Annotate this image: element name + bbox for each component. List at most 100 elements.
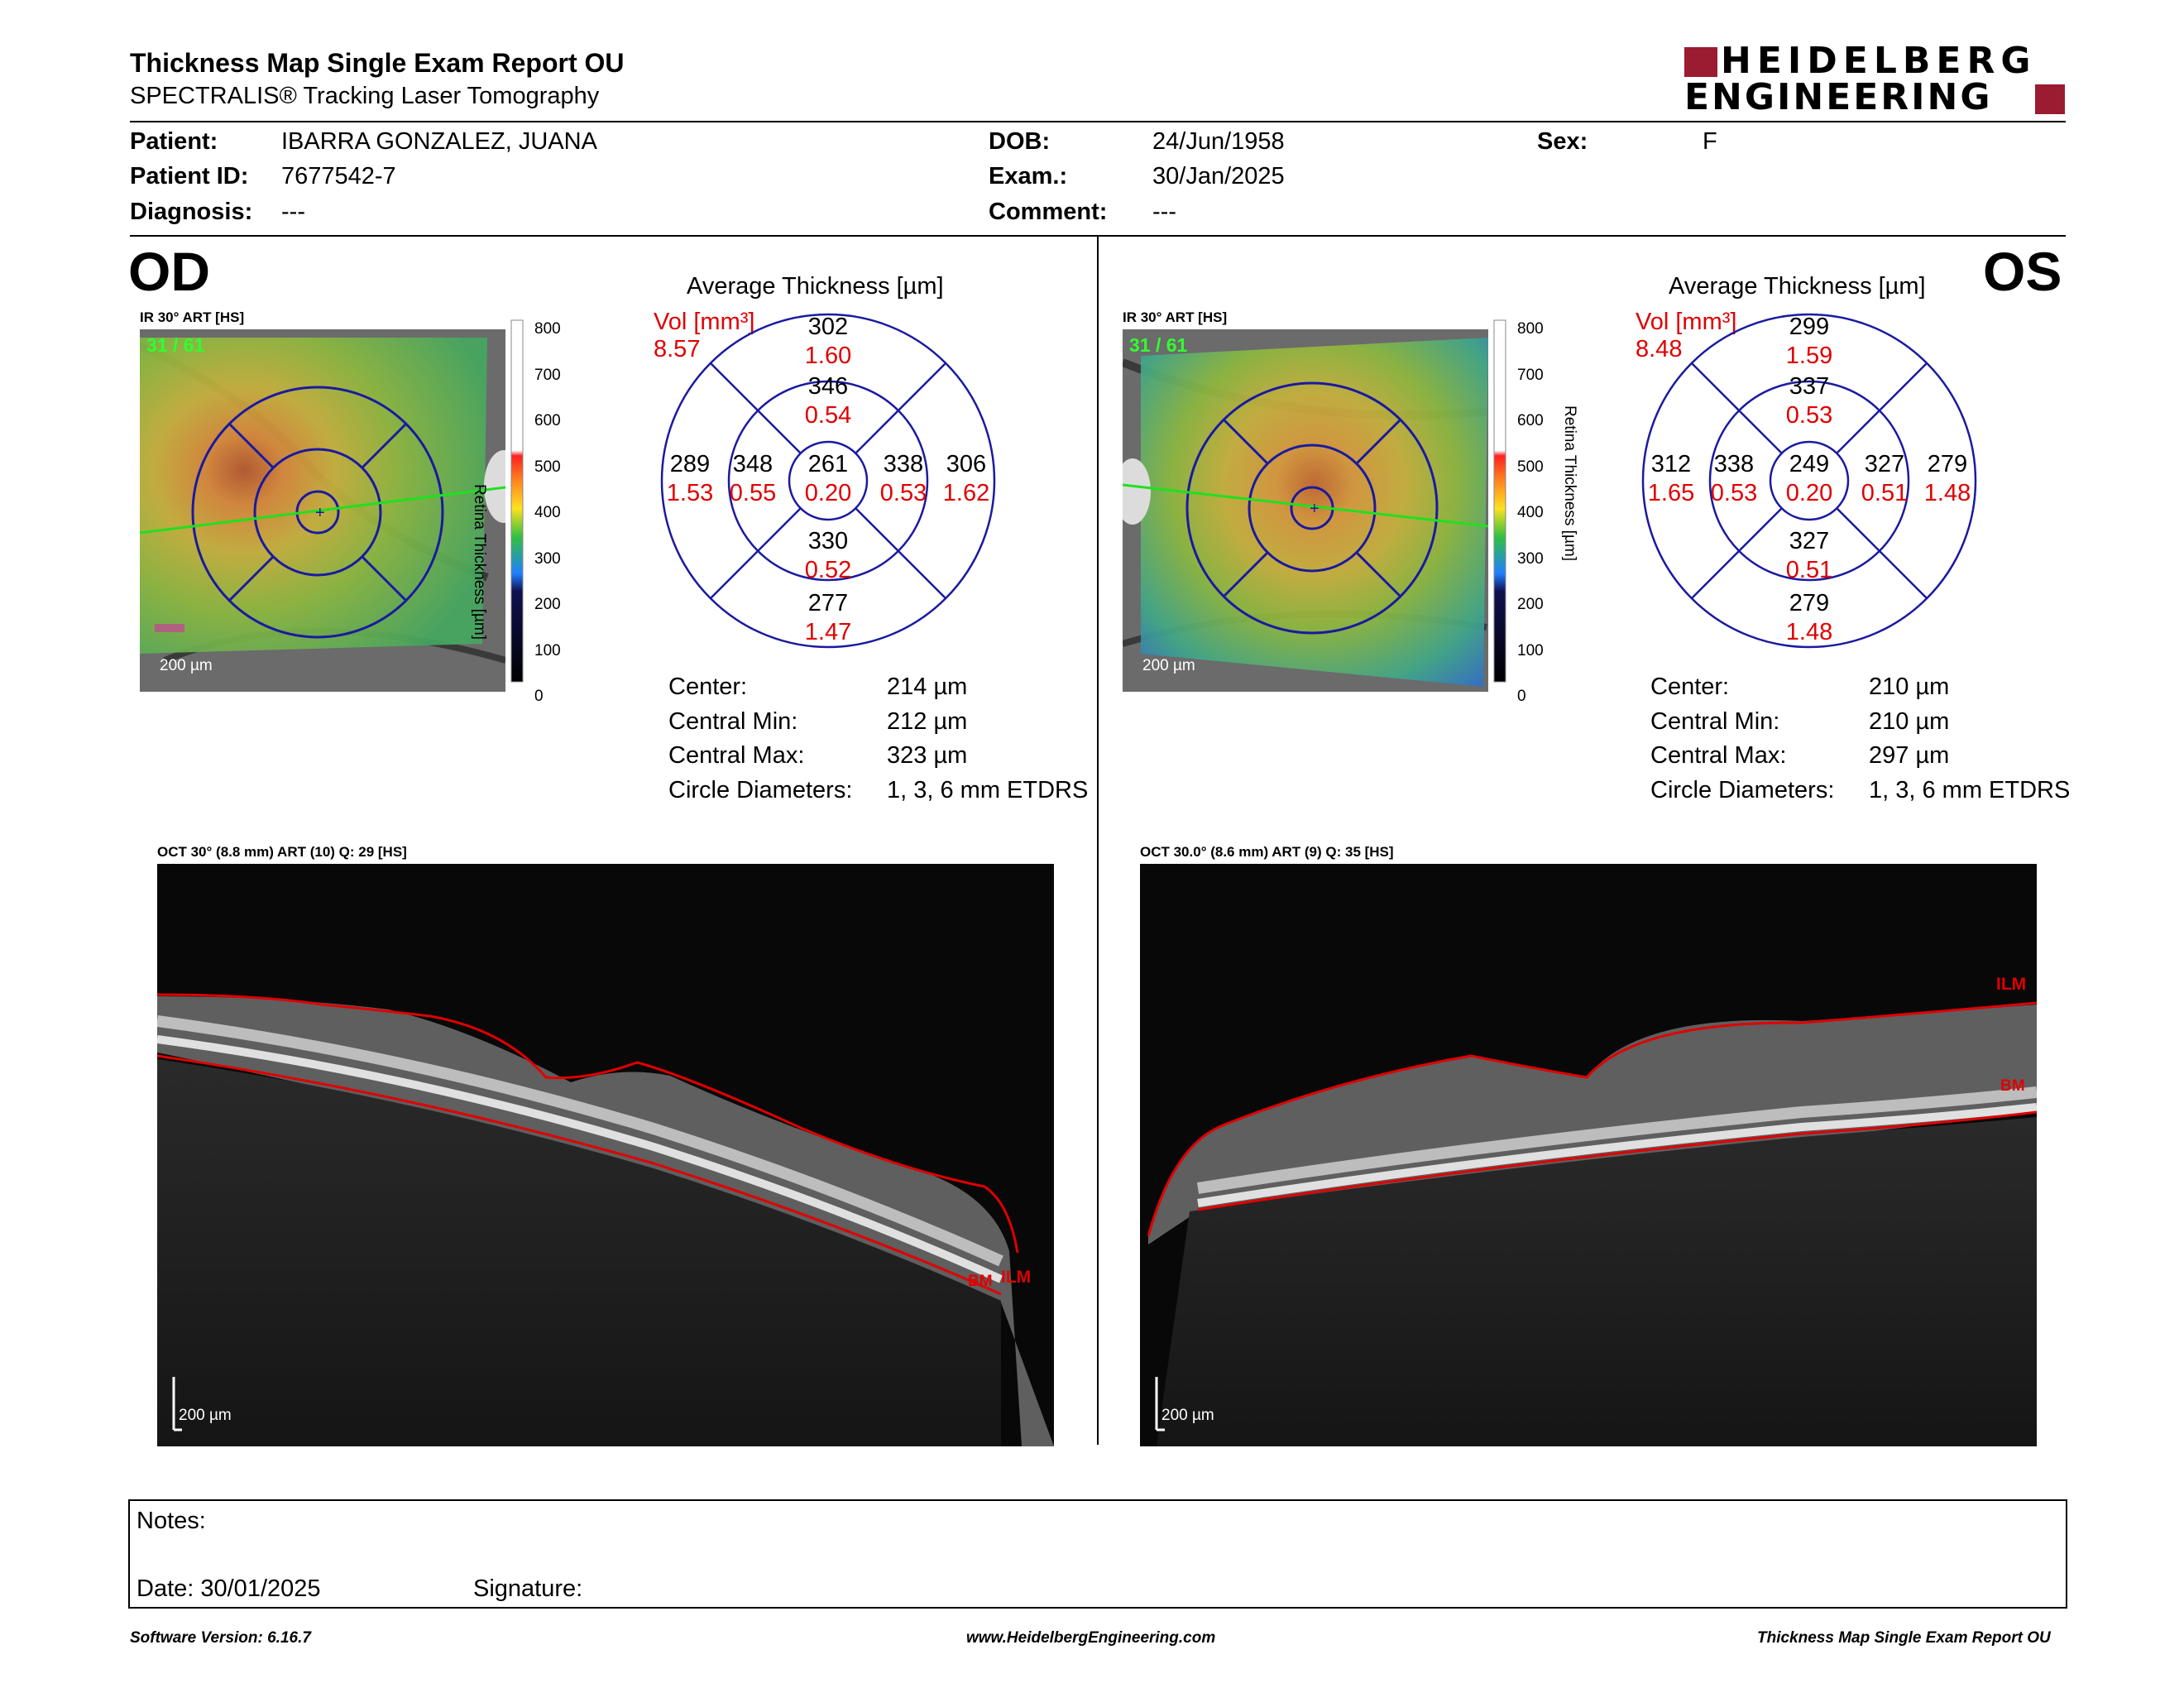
grid-thickness: 330 [807,528,849,554]
exam-label: Exam.: [989,163,1068,189]
scale-ticks-od: 800 700 600 500 400 300 200 100 0 [534,306,568,705]
heidelberg-logo: HEIDELBERG ENGINEERING [1684,40,2067,118]
grid-volume: 1.59 [1785,343,1833,369]
vol-label-od: Vol [mm³] [654,309,755,335]
scale-tick: 300 [1517,549,1544,568]
stat-max-value: 323 µm [887,742,968,769]
grid-thickness: 346 [807,373,849,400]
avg-thickness-title-od: Average Thickness [µm] [687,273,944,300]
scale-ticks-os: 800 700 600 500 400 300 200 100 0 [1517,306,1550,705]
grid-volume: 0.53 [1710,480,1758,506]
stats-values-os: 210 µm 210 µm 297 µm 1, 3, 6 mm ETDRS [1869,670,2070,808]
signature-label[interactable]: Signature: [473,1575,583,1602]
bm-label-os: BM [2000,1077,2025,1095]
dob-label: DOB: [989,128,1051,155]
stat-max-label: Central Max: [1650,742,1787,769]
vol-total-od: 8.57 [654,336,701,362]
date-label: Date: 30/01/2025 [136,1575,321,1602]
grid-thickness: 338 [883,451,924,477]
logo-square-top [1684,47,1717,77]
grid-inner-nasal-os: 338 0.53 [1701,450,1767,508]
stat-center-label: Center: [1650,674,1730,700]
scale-tick: 500 [1517,458,1544,476]
grid-outer-inferior-od: 277 1.47 [787,589,869,647]
stat-circ-label: Circle Diameters: [668,776,853,803]
scale-tick: 600 [1517,412,1544,429]
ilm-label-od: ILM [1001,1268,1032,1287]
oct-scale-bar-od: 200 µm [179,1407,232,1424]
grid-volume: 1.65 [1647,480,1695,506]
grid-inner-inferior-od: 330 0.52 [787,527,869,585]
ilm-label-os: ILM [1996,975,2027,994]
notes-box: Notes: Date: 30/01/2025 Signature: [128,1499,2067,1609]
grid-volume: 1.62 [942,480,990,506]
stat-min-value: 212 µm [887,707,968,735]
scale-tick: 200 [534,596,561,613]
comment-value: --- [1152,199,1176,225]
stats-os: Center: Central Min: Central Max: Circle… [1650,670,1834,808]
stat-max-value: 297 µm [1869,742,1950,769]
grid-thickness: 327 [1864,451,1905,477]
color-scale-os [1492,314,1583,687]
stat-center-value: 210 µm [1869,674,1950,700]
scale-bar-os: 200 µm [1142,657,1195,674]
footer-report-name: Thickness Map Single Exam Report OU [1757,1629,2051,1647]
grid-volume: 0.20 [1785,480,1833,506]
stat-min-label: Central Min: [668,707,798,735]
eye-label-od: OD [128,241,210,302]
ir-thickness-map-od: + 31 / 61 200 µm [140,329,505,692]
stat-circ-value: 1, 3, 6 mm ETDRS [887,776,1089,803]
sex-label: Sex: [1537,128,1588,155]
grid-inner-temporal-os: 327 0.51 [1851,450,1918,508]
oct-label-os: OCT 30.0° (8.6 mm) ART (9) Q: 35 [HS] [1140,844,1394,860]
grid-thickness: 299 [1789,314,1830,340]
ir-label-os: IR 30° ART [HS] [1123,309,1228,325]
grid-thickness: 337 [1789,373,1830,400]
scale-tick: 700 [1517,366,1544,384]
logo-square-bottom [2035,84,2065,114]
stat-min-label: Central Min: [1650,707,1780,735]
patient-id-label: Patient ID: [130,163,249,189]
vol-total-os: 8.48 [1636,336,1683,362]
stat-circ-value: 1, 3, 6 mm ETDRS [1869,776,2071,803]
scale-axis-label-od: Retina Thickness [µm] [471,484,488,640]
oct-scale-bar-os: 200 µm [1161,1407,1214,1424]
oct-bscan-od: ILM BM 200 µm [157,864,1054,1446]
grid-thickness: 279 [1927,451,1968,477]
stat-center-label: Center: [668,674,748,700]
header-rule [130,121,2066,122]
report-subtitle: SPECTRALIS® Tracking Laser Tomography [130,83,600,109]
etdrs-overlay-os [1185,381,1439,635]
diagnosis-label: Diagnosis: [130,199,253,225]
scale-tick: 0 [534,688,544,705]
scale-tick: 600 [534,412,561,429]
footer-website-link[interactable]: www.HeidelbergEngineering.com [966,1629,1216,1647]
grid-thickness: 302 [807,314,849,340]
grid-thickness: 261 [807,451,849,477]
grid-inner-inferior-os: 327 0.51 [1768,527,1851,585]
eye-label-os: OS [1983,241,2062,302]
grid-volume: 1.48 [1785,619,1833,645]
grid-volume: 0.20 [804,480,852,506]
grid-thickness: 277 [807,590,849,616]
grid-volume: 1.53 [666,480,714,506]
scale-tick: 800 [534,320,561,338]
stat-center-value: 214 µm [887,674,968,700]
scale-tick: 400 [1517,504,1544,521]
grid-outer-nasal-od: 306 1.62 [933,450,999,508]
scale-tick: 100 [1517,641,1544,659]
grid-volume: 1.60 [804,343,852,369]
report-title: Thickness Map Single Exam Report OU [130,48,625,78]
stats-values-od: 214 µm 212 µm 323 µm 1, 3, 6 mm ETDRS [887,670,1088,808]
footer-software-version: Software Version: 6.16.7 [130,1629,311,1647]
grid-outer-inferior-os: 279 1.48 [1768,589,1851,647]
stat-min-value: 210 µm [1869,707,1950,735]
comment-label: Comment: [989,199,1108,225]
grid-volume: 0.54 [804,402,852,429]
grid-outer-temporal-os: 279 1.48 [1914,450,1980,508]
etdrs-grid-os: 249 0.20 337 0.53 327 0.51 338 0.53 327 … [1641,313,1977,649]
logo-line1: HEIDELBERG [1721,40,2037,82]
grid-inner-superior-os: 337 0.53 [1768,372,1851,430]
grid-volume: 0.55 [729,480,777,506]
stats-od: Center: Central Min: Central Max: Circle… [668,670,852,808]
